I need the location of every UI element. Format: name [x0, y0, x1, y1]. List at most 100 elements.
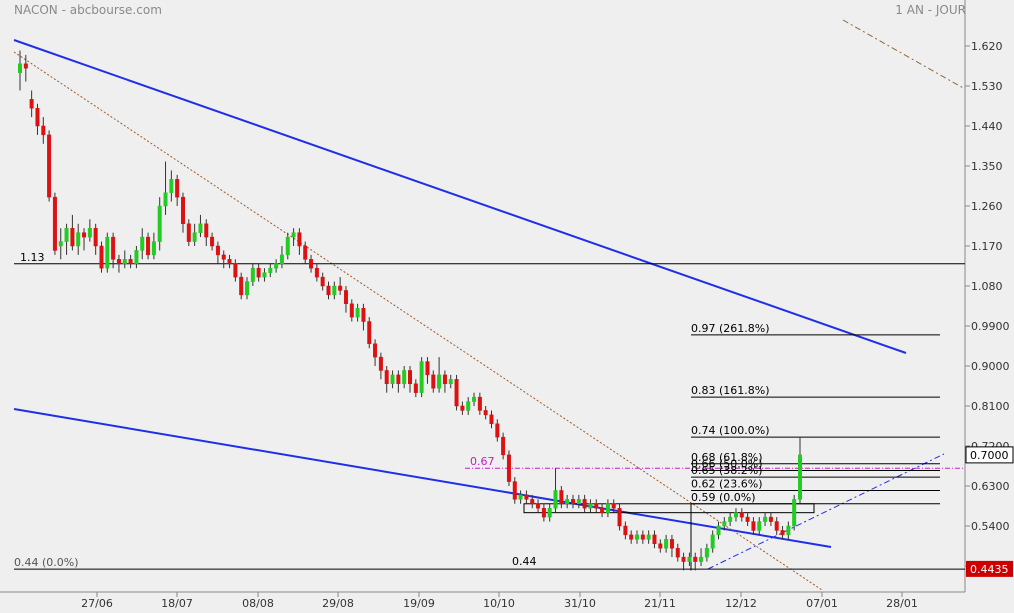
candle-body — [151, 241, 156, 256]
y-tick-label: 1.440 — [971, 120, 1003, 133]
candle-body — [477, 396, 482, 411]
dotted-resistance-line — [13, 51, 823, 591]
x-tick-label: 29/08 — [322, 597, 354, 610]
candle-body — [710, 534, 715, 549]
y-tick-label: 1.530 — [971, 80, 1003, 93]
candle-body — [611, 503, 616, 509]
level-label-1-13: 1.13 — [20, 251, 45, 264]
level-label-0-44-pct: 0.44 (0.0%) — [14, 556, 79, 569]
price-tags: 0.7000 0.4435 — [965, 446, 1014, 577]
candle-body — [367, 321, 372, 345]
candle-body — [338, 285, 343, 291]
candle-body — [774, 521, 779, 531]
candle-body — [320, 276, 325, 287]
candle-body — [175, 179, 180, 198]
candle-body — [180, 196, 185, 225]
candle-body — [396, 374, 401, 385]
fibonacci-levels: 0.97 (261.8%) 0.83 (161.8%) 0.74 (100.0%) 0… — [523, 322, 940, 571]
candle-body — [239, 276, 244, 296]
candle-body — [198, 223, 203, 233]
candle-body — [536, 503, 541, 509]
y-tick-label: 0.8100 — [971, 400, 1010, 413]
candle-body — [733, 512, 738, 518]
candle-body — [303, 245, 308, 260]
low-price-tag — [966, 560, 1013, 577]
candle-body — [250, 267, 255, 282]
x-tick-label: 10/10 — [483, 597, 515, 610]
candle-body — [768, 516, 773, 522]
candle-body — [425, 361, 430, 376]
candle-body — [582, 499, 587, 509]
y-tick-label: 1.620 — [971, 40, 1003, 53]
dashdot-line-top — [842, 19, 966, 90]
candle-body — [640, 534, 645, 540]
candle-body — [128, 259, 133, 265]
candle-body — [215, 245, 220, 256]
x-tick-label: 31/10 — [564, 597, 596, 610]
candle-body — [291, 232, 296, 238]
candle-body — [204, 223, 209, 238]
candle-body — [47, 134, 52, 198]
candle-body — [41, 125, 46, 136]
header-source: NACON - abcbourse.com — [14, 3, 162, 17]
y-tick-label: 1.350 — [971, 160, 1003, 173]
candle-body — [355, 307, 360, 318]
fib-label: 0.97 (261.8%) — [691, 322, 770, 335]
fib-label: 0.74 (100.0%) — [691, 424, 770, 437]
candle-body — [658, 543, 663, 549]
consolidation-box — [523, 503, 815, 514]
x-tick-label: 19/09 — [403, 597, 435, 610]
candle-body — [378, 356, 383, 371]
candle-body — [466, 401, 471, 411]
candle-body — [635, 534, 640, 540]
trendlines — [13, 19, 966, 591]
candle-body — [547, 507, 552, 518]
candle-body — [309, 259, 314, 269]
candle-body — [489, 414, 494, 425]
candle-body — [116, 259, 121, 265]
candle-body — [285, 236, 290, 256]
last-price-tag — [965, 446, 1014, 464]
candle-body — [786, 525, 791, 536]
upper-channel-line — [13, 39, 907, 354]
candle-body — [559, 490, 564, 505]
candle-body — [472, 396, 477, 402]
x-tick-label: 28/01 — [886, 597, 918, 610]
candle-body — [140, 236, 145, 251]
horizontal-levels: 1.13 0.44 0.44 (0.0%) 0.67 — [14, 251, 965, 570]
candle-body — [233, 263, 238, 278]
level-label-0-44: 0.44 — [512, 555, 537, 568]
candle-body — [757, 521, 762, 531]
candle-body — [169, 179, 174, 193]
last-price-label: 0.7000 — [970, 449, 1009, 462]
candle-body — [722, 521, 727, 527]
candle-body — [314, 267, 319, 278]
candle-body — [146, 236, 151, 256]
candle-body — [361, 307, 366, 322]
candle-body — [390, 374, 395, 385]
candle-body — [518, 494, 523, 500]
candle-body — [751, 521, 756, 531]
candle-body — [798, 454, 802, 500]
candle-body — [512, 481, 517, 500]
candle-body — [58, 241, 63, 247]
candle-body — [565, 499, 570, 505]
y-tick-label: 1.080 — [971, 280, 1003, 293]
candle-body — [501, 436, 506, 456]
candle-body — [745, 516, 750, 522]
candle-body — [326, 285, 331, 296]
candle-body — [454, 379, 459, 407]
candle-body — [448, 379, 453, 385]
candle-body — [681, 556, 686, 562]
candle-body — [699, 556, 704, 562]
candle-body — [495, 423, 500, 438]
candle-body — [35, 107, 40, 127]
candle-body — [163, 192, 168, 207]
x-tick-label: 21/11 — [644, 597, 676, 610]
candle-body — [792, 499, 797, 527]
candle-body — [76, 232, 81, 247]
candle-body — [274, 263, 279, 269]
candle-body — [506, 454, 511, 482]
x-tick-label: 27/06 — [81, 597, 113, 610]
